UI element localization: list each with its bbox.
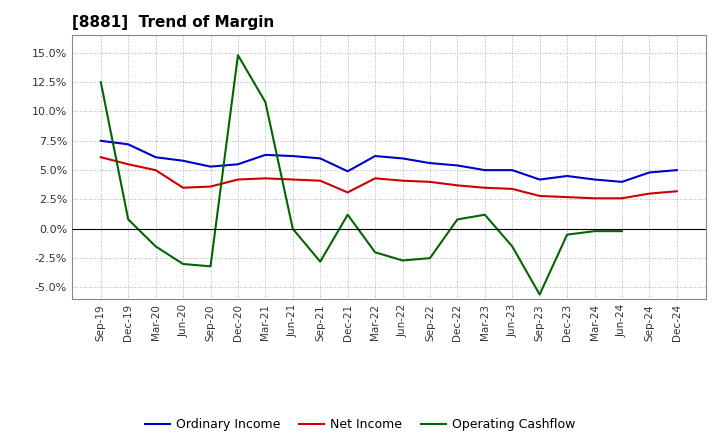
Operating Cashflow — [261, 99, 270, 105]
Net Income — [371, 176, 379, 181]
Net Income — [590, 196, 599, 201]
Operating Cashflow — [124, 217, 132, 222]
Operating Cashflow — [536, 292, 544, 297]
Ordinary Income — [645, 170, 654, 175]
Net Income — [151, 168, 160, 173]
Ordinary Income — [398, 156, 407, 161]
Operating Cashflow — [206, 264, 215, 269]
Net Income — [206, 184, 215, 189]
Net Income — [124, 161, 132, 167]
Operating Cashflow — [96, 80, 105, 85]
Ordinary Income — [508, 168, 516, 173]
Ordinary Income — [426, 161, 434, 166]
Operating Cashflow — [563, 232, 572, 237]
Operating Cashflow — [289, 226, 297, 231]
Ordinary Income — [590, 177, 599, 182]
Ordinary Income — [179, 158, 187, 163]
Net Income — [179, 185, 187, 191]
Ordinary Income — [672, 168, 681, 173]
Net Income — [480, 185, 489, 191]
Ordinary Income — [233, 161, 242, 167]
Ordinary Income — [371, 154, 379, 159]
Ordinary Income — [124, 142, 132, 147]
Net Income — [233, 177, 242, 182]
Net Income — [398, 178, 407, 183]
Net Income — [645, 191, 654, 196]
Net Income — [453, 183, 462, 188]
Ordinary Income — [563, 173, 572, 179]
Line: Ordinary Income: Ordinary Income — [101, 141, 677, 182]
Operating Cashflow — [426, 256, 434, 261]
Ordinary Income — [96, 138, 105, 143]
Legend: Ordinary Income, Net Income, Operating Cashflow: Ordinary Income, Net Income, Operating C… — [140, 413, 580, 436]
Ordinary Income — [343, 169, 352, 174]
Ordinary Income — [289, 154, 297, 159]
Line: Net Income: Net Income — [101, 157, 677, 198]
Net Income — [316, 178, 325, 183]
Operating Cashflow — [316, 259, 325, 264]
Operating Cashflow — [343, 212, 352, 217]
Line: Operating Cashflow: Operating Cashflow — [101, 55, 622, 294]
Operating Cashflow — [233, 52, 242, 58]
Net Income — [508, 186, 516, 191]
Net Income — [536, 193, 544, 198]
Net Income — [426, 179, 434, 184]
Ordinary Income — [261, 152, 270, 158]
Net Income — [261, 176, 270, 181]
Ordinary Income — [453, 163, 462, 168]
Net Income — [96, 154, 105, 160]
Operating Cashflow — [371, 249, 379, 255]
Net Income — [618, 196, 626, 201]
Net Income — [289, 177, 297, 182]
Operating Cashflow — [508, 244, 516, 249]
Operating Cashflow — [590, 228, 599, 234]
Operating Cashflow — [398, 258, 407, 263]
Operating Cashflow — [151, 244, 160, 249]
Operating Cashflow — [179, 261, 187, 267]
Ordinary Income — [480, 168, 489, 173]
Ordinary Income — [151, 154, 160, 160]
Ordinary Income — [206, 164, 215, 169]
Net Income — [343, 190, 352, 195]
Ordinary Income — [618, 179, 626, 184]
Net Income — [672, 189, 681, 194]
Operating Cashflow — [618, 228, 626, 234]
Operating Cashflow — [480, 212, 489, 217]
Operating Cashflow — [453, 217, 462, 222]
Net Income — [563, 194, 572, 200]
Ordinary Income — [536, 177, 544, 182]
Ordinary Income — [316, 156, 325, 161]
Text: [8881]  Trend of Margin: [8881] Trend of Margin — [72, 15, 274, 30]
